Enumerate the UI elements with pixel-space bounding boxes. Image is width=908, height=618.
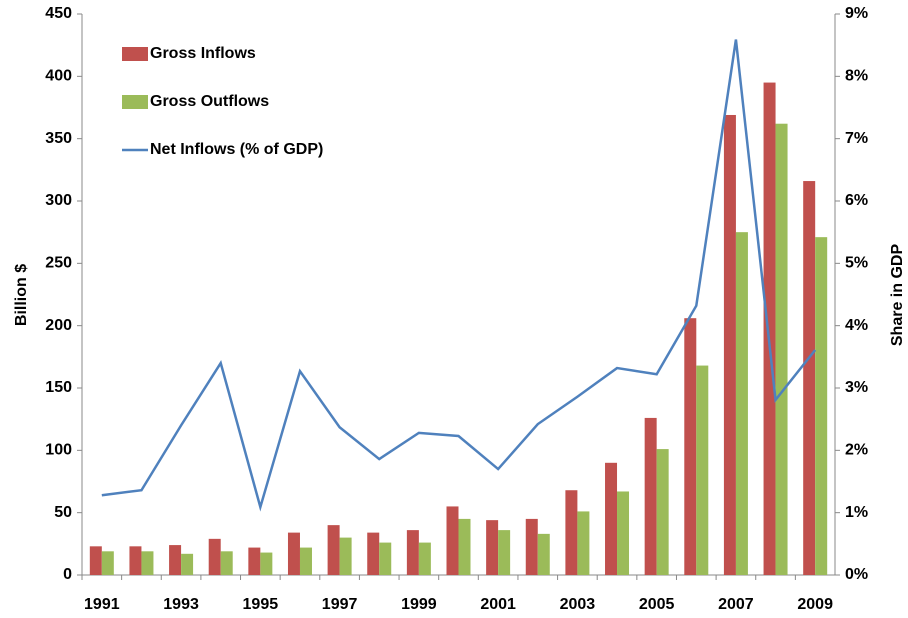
y-tick-label: 100 [45,442,72,459]
bar [220,551,233,575]
y2-tick-label: 6% [845,192,868,209]
bar [169,545,182,575]
bar [367,532,380,575]
bar [815,237,828,576]
bar [617,491,630,575]
x-tick-label: 1993 [163,596,199,613]
bar [525,518,538,575]
x-tick-label: 1999 [401,596,437,613]
x-tick-label: 2003 [560,596,596,613]
x-tick-label: 2001 [480,596,516,613]
bar [141,551,154,575]
y-tick-label: 150 [45,379,72,396]
bar [406,530,419,575]
bar [803,181,816,575]
y2-tick-label: 7% [845,130,868,147]
bar [486,520,499,575]
y2-tick-label: 9% [845,5,868,22]
y2-tick-label: 2% [845,442,868,459]
line [101,39,817,512]
y2-tick-label: 3% [845,379,868,396]
y-tick-label: 250 [45,255,72,272]
bar [656,449,669,575]
bar [605,462,618,575]
y-tick-label: 50 [54,504,72,521]
bar [446,506,459,575]
y2-tick-label: 0% [845,566,868,583]
y2-tick-label: 5% [845,255,868,272]
bar [101,551,114,575]
bar [181,553,194,575]
bar [723,114,736,575]
x-tick-label: 2007 [718,596,754,613]
bar [339,537,352,575]
x-tick-label: 2005 [639,596,675,613]
y-tick-label: 400 [45,68,72,85]
y2-axis-label: Share in GDP [889,244,906,347]
bar [260,552,273,575]
bar [763,82,776,576]
y-axis-label: Billion $ [13,264,30,326]
y2-tick-label: 8% [845,68,868,85]
bar [129,546,142,575]
bar [379,542,392,575]
bar [287,532,300,575]
y-tick-label: 0 [63,566,72,583]
bar [696,365,709,575]
y-tick-label: 300 [45,192,72,209]
bar [248,547,261,575]
legend-label: Gross Outflows [150,93,269,110]
bar [327,525,340,575]
y-tick-label: 350 [45,130,72,147]
bar [565,490,578,575]
legend-label: Net Inflows (% of GDP) [150,141,323,158]
y-tick-label: 200 [45,317,72,334]
bar [775,123,788,575]
bar [577,511,590,575]
bar [498,530,511,575]
x-tick-label: 1997 [322,596,358,613]
legend-label: Gross Inflows [150,45,256,62]
bar [418,542,431,575]
y2-tick-label: 1% [845,504,868,521]
bar [735,232,748,575]
bar [208,538,221,575]
x-tick-label: 1991 [84,596,120,613]
y-tick-label: 450 [45,5,72,22]
bar [644,417,657,575]
legend-marker [122,95,148,109]
bar [89,546,102,575]
x-tick-label: 2009 [797,596,833,613]
bar [299,547,312,575]
bar [684,318,697,575]
legend-marker [122,47,148,61]
x-tick-label: 1995 [243,596,279,613]
y2-tick-label: 4% [845,317,868,334]
bar [458,518,471,575]
bar [537,533,550,575]
